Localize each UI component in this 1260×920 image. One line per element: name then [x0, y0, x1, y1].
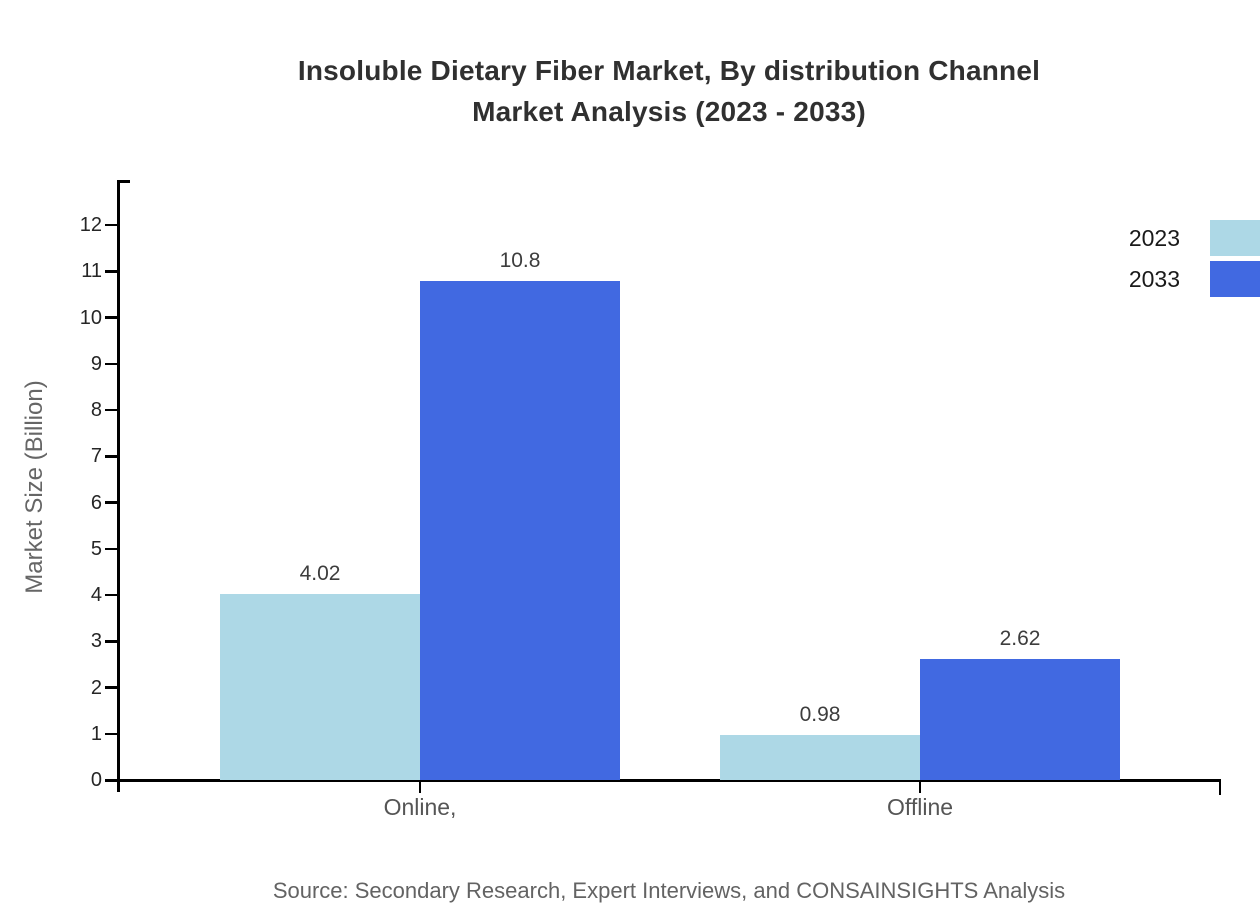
y-tick-label: 6: [90, 491, 102, 514]
y-tick-label: 2: [90, 676, 102, 699]
x-tick-label: Offline: [886, 794, 954, 820]
legend-label: 2023: [1128, 224, 1180, 251]
y-axis-end-cap: [117, 180, 130, 183]
y-tick-label: 7: [90, 445, 102, 468]
bar-value-label: 4.02: [299, 562, 341, 586]
x-tick-label: Online,: [383, 794, 457, 820]
legend-item-2023: 2023: [1100, 220, 1260, 256]
y-tick: [105, 223, 117, 227]
y-tick: [105, 732, 117, 735]
source-text: Source: Secondary Research, Expert Inter…: [272, 878, 1066, 903]
y-tick: [105, 686, 117, 689]
y-tick: [105, 640, 117, 643]
bar-2033-online: [420, 280, 620, 780]
y-tick-label: 11: [81, 260, 102, 283]
y-tick-label: 12: [79, 214, 102, 236]
x-tick: [918, 780, 922, 793]
bar-value-label: 0.98: [799, 702, 841, 726]
legend: 2023 2033: [1100, 220, 1260, 302]
y-tick-label: 10: [79, 306, 102, 329]
y-tick: [105, 408, 117, 412]
y-tick-label: 4: [90, 584, 102, 606]
bar-value-label: 10.8: [499, 248, 541, 272]
y-tick: [105, 455, 117, 458]
bar-2033-offline: [920, 658, 1120, 780]
bar-2023-offline: [720, 734, 920, 780]
chart-title-line1: Insoluble Dietary Fiber Market, By distr…: [297, 55, 1041, 86]
x-tick: [418, 780, 422, 793]
bar-value-label: 2.62: [999, 626, 1041, 650]
legend-item-2033: 2033: [1100, 261, 1260, 297]
y-tick: [105, 547, 117, 550]
x-axis-end-cap: [1218, 780, 1221, 795]
bar-2023-online: [220, 594, 420, 780]
y-tick: [105, 501, 117, 504]
y-tick: [105, 316, 117, 319]
y-tick: [105, 593, 117, 597]
y-tick-label: 0: [90, 769, 102, 791]
x-axis-spine: [105, 779, 1221, 782]
y-tick-label: 3: [90, 630, 102, 653]
legend-swatch-icon: [1210, 220, 1260, 256]
y-tick-label: 5: [90, 537, 102, 560]
y-tick-label: 9: [90, 352, 102, 375]
legend-label: 2033: [1128, 265, 1180, 292]
y-axis-spine: [117, 180, 120, 792]
y-tick-label: 8: [90, 399, 102, 421]
chart-title: Insoluble Dietary Fiber Market, By distr…: [118, 50, 1220, 132]
legend-swatch-icon: [1210, 261, 1260, 297]
y-tick: [105, 270, 117, 273]
y-tick: [105, 362, 117, 365]
y-tick-label: 1: [90, 722, 102, 745]
chart-title-line2: Market Analysis (2023 - 2033): [472, 96, 866, 127]
